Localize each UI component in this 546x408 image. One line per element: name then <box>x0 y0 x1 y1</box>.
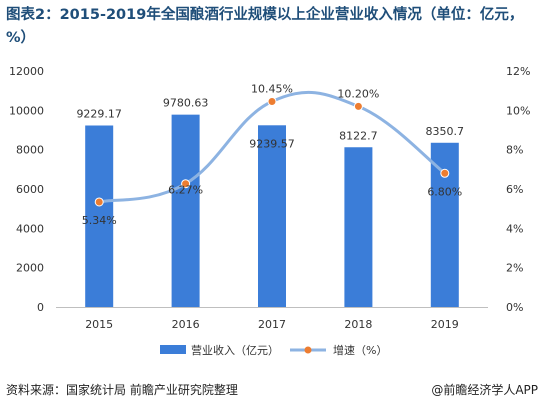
growth-marker <box>94 197 104 207</box>
bar <box>430 142 459 307</box>
bar <box>258 125 286 308</box>
y-left-tick-label: 8000 <box>16 144 44 157</box>
growth-value-label: 10.20% <box>337 87 379 100</box>
bar-value-label: 9239.57 <box>249 137 295 150</box>
brand-credit: @前瞻经济学人APP <box>431 383 538 397</box>
chart-title: 图表2：2015-2019年全国酿酒行业规模以上企业营业收入情况（单位：亿元，%… <box>6 7 524 46</box>
legend-line-marker <box>304 346 312 354</box>
y-left-tick-label: 0 <box>37 301 44 314</box>
bar-value-label: 8350.7 <box>426 125 465 138</box>
y-left-tick-label: 10000 <box>9 104 44 117</box>
bar <box>171 114 200 307</box>
x-tick-label: 2018 <box>344 318 372 331</box>
y-left-tick-label: 6000 <box>16 183 44 196</box>
legend-bar-swatch <box>160 345 186 354</box>
y-right-tick-label: 10% <box>506 104 530 117</box>
growth-value-label: 10.45% <box>251 82 293 95</box>
growth-marker <box>440 168 450 178</box>
y-right-tick-label: 8% <box>506 144 523 157</box>
y-left-tick-label: 2000 <box>16 262 44 275</box>
y-right-tick-label: 0% <box>506 301 523 314</box>
y-right-tick-label: 2% <box>506 262 523 275</box>
bar <box>344 147 373 307</box>
y-right-tick-label: 6% <box>506 183 523 196</box>
growth-value-label: 5.34% <box>82 214 117 227</box>
growth-value-label: 6.80% <box>427 185 462 198</box>
growth-marker <box>181 179 191 189</box>
bar <box>85 125 114 308</box>
y-left-tick-label: 4000 <box>16 222 44 235</box>
bar-value-label: 9780.63 <box>163 97 209 110</box>
bar-value-label: 9229.17 <box>76 107 122 120</box>
growth-marker <box>353 101 363 111</box>
x-tick-label: 2019 <box>431 318 459 331</box>
x-tick-label: 2015 <box>85 318 113 331</box>
y-right-tick-label: 12% <box>506 65 530 78</box>
legend-line-label: 增速（%） <box>333 343 387 357</box>
bar-value-label: 8122.7 <box>339 129 378 142</box>
growth-marker <box>267 96 277 106</box>
y-left-tick-label: 12000 <box>9 65 44 78</box>
x-tick-label: 2017 <box>258 318 286 331</box>
y-right-tick-label: 4% <box>506 222 523 235</box>
growth-value-label: 6.27% <box>168 184 203 197</box>
source-note: 资料来源：国家统计局 前瞻产业研究院整理 <box>6 383 238 397</box>
x-tick-label: 2016 <box>172 318 200 331</box>
legend-bar-label: 营业收入（亿元） <box>191 343 279 357</box>
